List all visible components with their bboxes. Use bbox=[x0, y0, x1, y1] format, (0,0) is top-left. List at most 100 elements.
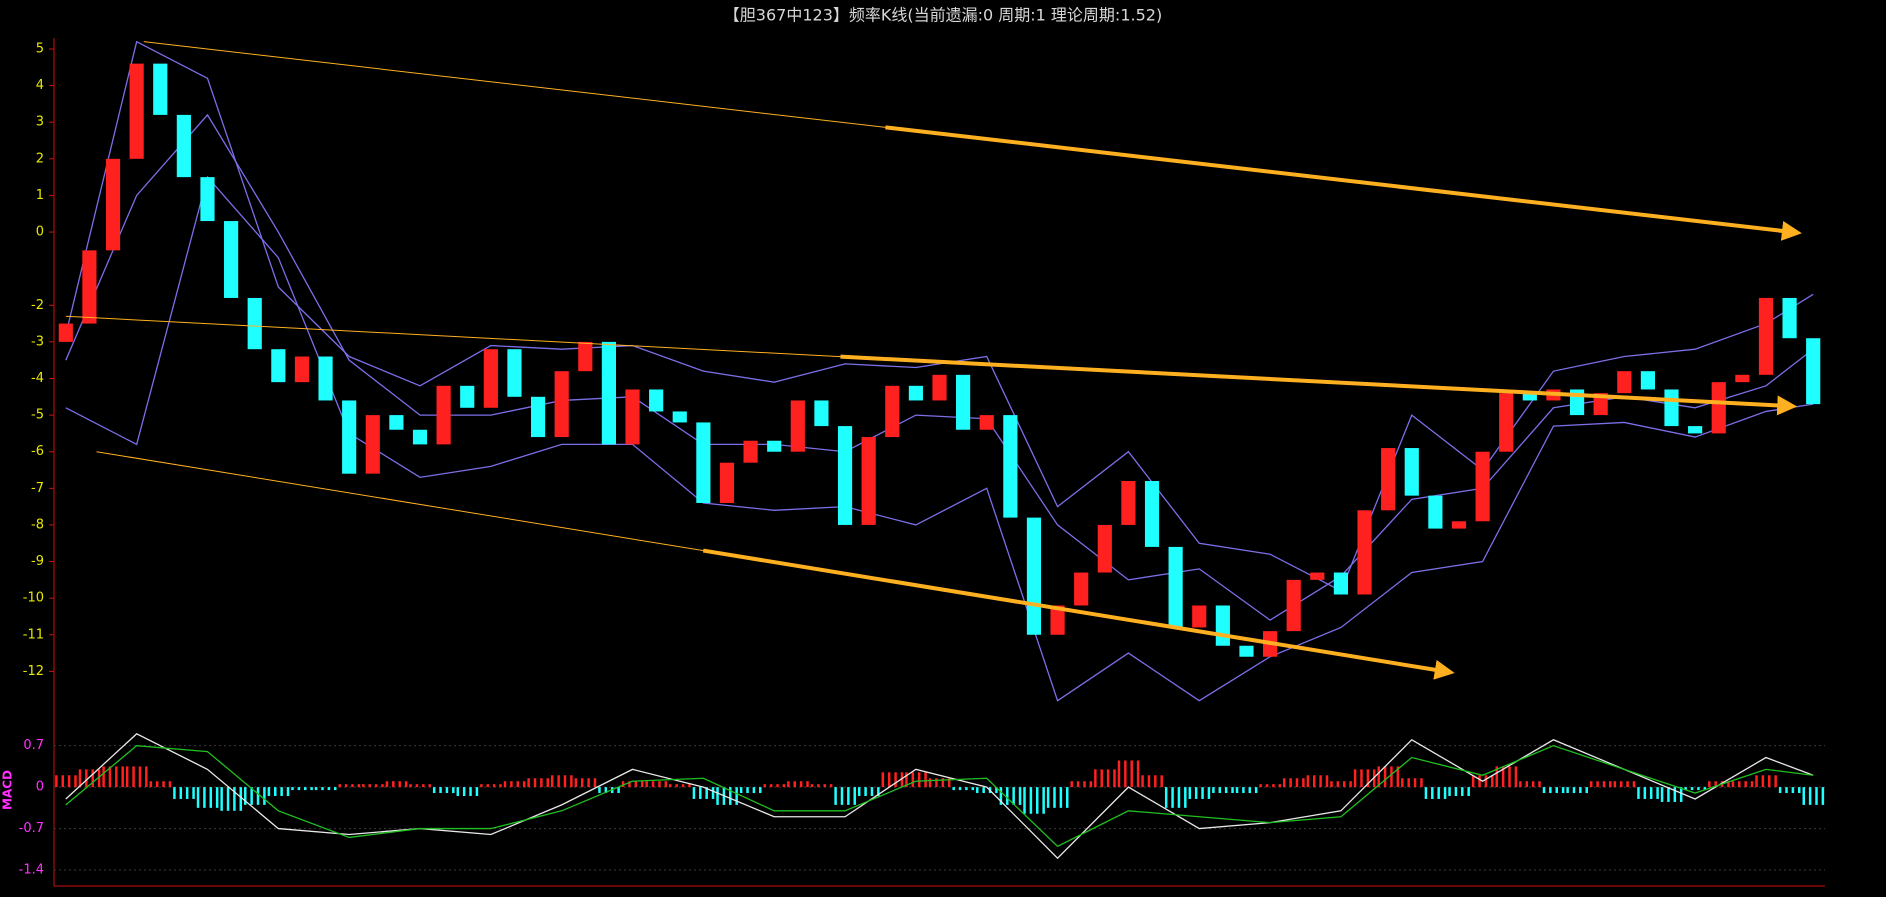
candle bbox=[530, 396, 546, 438]
candle bbox=[342, 400, 357, 474]
candle bbox=[1617, 371, 1632, 394]
y-tick-label: 3 bbox=[36, 115, 44, 130]
candle bbox=[1050, 605, 1065, 635]
trend-arrow bbox=[702, 548, 1455, 680]
y-tick-label: -6 bbox=[31, 444, 44, 459]
candle bbox=[861, 437, 876, 525]
candle bbox=[247, 297, 262, 350]
candle bbox=[885, 385, 900, 438]
trend-arrow bbox=[885, 125, 1802, 241]
y-tick-label: 0 bbox=[36, 780, 44, 795]
candle bbox=[1026, 517, 1042, 635]
candle bbox=[1499, 393, 1514, 452]
candle bbox=[1664, 389, 1679, 427]
candle bbox=[1215, 605, 1230, 646]
y-tick-label: -10 bbox=[23, 591, 44, 606]
candle bbox=[318, 356, 333, 401]
y-tick-label: -12 bbox=[23, 664, 44, 679]
line bbox=[65, 733, 1814, 860]
y-tick-label: -3 bbox=[31, 334, 44, 349]
candle bbox=[1097, 524, 1112, 573]
candle bbox=[105, 158, 121, 251]
candle bbox=[1522, 393, 1537, 401]
candle bbox=[1357, 510, 1372, 595]
candle bbox=[979, 415, 994, 430]
candle bbox=[1381, 448, 1396, 511]
candle bbox=[814, 400, 829, 427]
candle bbox=[719, 462, 735, 503]
candle bbox=[625, 389, 640, 445]
candle bbox=[389, 415, 404, 430]
candle bbox=[1428, 495, 1443, 529]
candle bbox=[1239, 645, 1254, 657]
candle bbox=[578, 341, 593, 372]
y-tick-label: -1.4 bbox=[19, 863, 44, 878]
candle bbox=[1593, 393, 1608, 416]
candle bbox=[554, 371, 569, 438]
candle bbox=[1735, 374, 1750, 383]
candle bbox=[1121, 481, 1136, 525]
candle bbox=[1404, 448, 1419, 496]
candle bbox=[956, 374, 971, 430]
candle bbox=[1640, 371, 1655, 390]
candle bbox=[932, 374, 947, 401]
candle bbox=[412, 429, 428, 445]
y-tick-label: 5 bbox=[36, 41, 44, 56]
candle bbox=[1192, 605, 1207, 628]
candle bbox=[1451, 521, 1467, 529]
line bbox=[65, 744, 1814, 848]
candle bbox=[176, 114, 191, 178]
candle bbox=[58, 323, 73, 342]
candle bbox=[1286, 579, 1301, 632]
candle bbox=[837, 426, 853, 525]
line bbox=[65, 113, 1814, 621]
candle bbox=[224, 221, 239, 298]
candle bbox=[743, 440, 758, 463]
candle bbox=[1758, 297, 1774, 375]
y-tick-label: -7 bbox=[31, 481, 44, 496]
chart-title: 【胆367中123】频率K线(当前遗漏:0 周期:1 理论周期:1.52) bbox=[724, 6, 1162, 25]
candle bbox=[1782, 297, 1797, 339]
line bbox=[65, 175, 1814, 702]
candle bbox=[1003, 415, 1018, 518]
candle bbox=[672, 411, 687, 423]
candle bbox=[82, 250, 97, 324]
candle bbox=[1310, 572, 1325, 580]
candle bbox=[601, 341, 616, 445]
candle bbox=[649, 389, 664, 412]
y-tick-label: 0.7 bbox=[23, 738, 44, 753]
candle bbox=[767, 440, 782, 452]
candle bbox=[1144, 481, 1160, 547]
y-tick-label: -9 bbox=[31, 554, 44, 569]
candle bbox=[483, 349, 498, 408]
candle bbox=[790, 400, 805, 452]
candle bbox=[1074, 572, 1089, 606]
candle bbox=[271, 349, 286, 383]
candle bbox=[696, 422, 711, 503]
macd-label: MACD bbox=[1, 770, 15, 810]
trend-arrow bbox=[840, 354, 1798, 416]
candle bbox=[1711, 382, 1726, 434]
candle bbox=[1333, 572, 1349, 595]
candle bbox=[507, 349, 522, 397]
candle bbox=[365, 415, 380, 474]
candle bbox=[294, 356, 310, 383]
candle bbox=[1475, 451, 1490, 522]
candle bbox=[460, 385, 475, 408]
candle bbox=[200, 177, 215, 222]
y-tick-label: 1 bbox=[36, 188, 44, 203]
candle bbox=[153, 63, 168, 115]
y-tick-label: -2 bbox=[31, 298, 44, 313]
y-tick-label: 0 bbox=[36, 225, 44, 240]
y-tick-label: 2 bbox=[36, 151, 44, 166]
candle bbox=[129, 63, 144, 159]
y-tick-label: -0.7 bbox=[19, 821, 44, 836]
y-tick-label: -5 bbox=[31, 408, 44, 423]
candle bbox=[1168, 546, 1183, 628]
y-tick-label: 4 bbox=[36, 78, 44, 93]
candle bbox=[908, 385, 923, 401]
candle bbox=[1688, 426, 1703, 434]
y-tick-label: -8 bbox=[31, 517, 44, 532]
candle bbox=[1806, 338, 1821, 405]
